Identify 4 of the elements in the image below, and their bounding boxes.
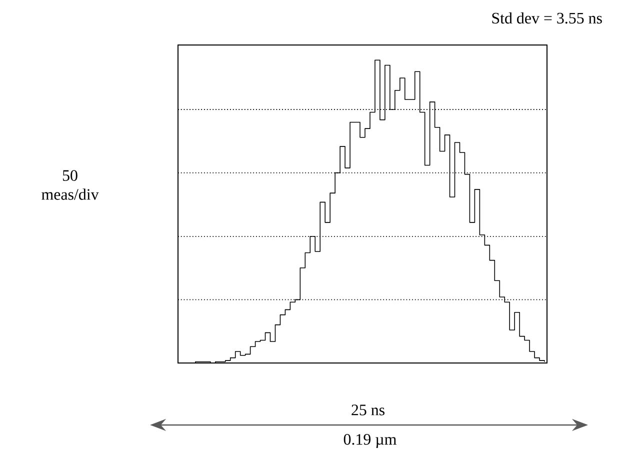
y-axis-title: 50 meas/div xyxy=(42,170,99,200)
text: 0.19 µm xyxy=(344,434,396,448)
text: Std dev = 3.55 ns xyxy=(492,12,602,24)
text: 25 ns xyxy=(352,404,384,416)
